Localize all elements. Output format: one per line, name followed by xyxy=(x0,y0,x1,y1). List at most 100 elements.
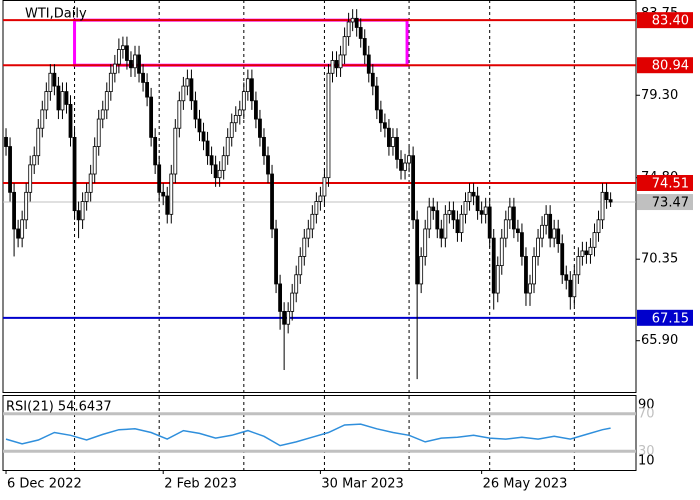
level-label: 83.40 xyxy=(652,14,689,29)
candle-body xyxy=(266,155,270,175)
candle-body xyxy=(516,228,520,234)
level-label-box xyxy=(637,57,693,74)
candle-body xyxy=(112,63,117,74)
y-tick-label: 65.90 xyxy=(641,333,678,348)
candle-body xyxy=(177,100,182,129)
candle-body xyxy=(233,115,238,124)
candle-body xyxy=(588,246,593,256)
candle-body xyxy=(270,173,274,230)
candle-body xyxy=(548,213,553,239)
y-tick-label: 70 xyxy=(638,406,655,421)
candle-body xyxy=(56,85,61,111)
candle-body xyxy=(600,191,605,221)
y-tick-label: 10 xyxy=(638,454,655,469)
candle-body xyxy=(499,237,504,267)
candle-body xyxy=(427,206,432,230)
candle-body xyxy=(165,195,170,215)
candle-body xyxy=(495,265,500,294)
candle-body xyxy=(60,91,65,111)
x-tick-label: 30 Mar 2023 xyxy=(321,477,403,492)
x-tick-label: 6 Dec 2022 xyxy=(7,477,82,492)
candle-body xyxy=(225,136,230,157)
candle-body xyxy=(592,232,597,248)
candle-body xyxy=(161,191,166,197)
candle-body xyxy=(133,54,137,69)
candle-body xyxy=(419,256,424,285)
candle-body xyxy=(302,237,307,257)
level-label: 74.51 xyxy=(652,176,689,191)
candle-body xyxy=(447,210,452,215)
candle-body xyxy=(415,219,420,285)
candle-body xyxy=(278,283,283,312)
candle-body xyxy=(24,191,29,221)
candle-body xyxy=(528,283,532,294)
candle-body xyxy=(80,201,85,221)
candle-body xyxy=(36,127,41,157)
candle-body xyxy=(443,213,448,239)
candle-body xyxy=(40,109,45,129)
candle-body xyxy=(580,250,585,257)
candle-body xyxy=(395,136,399,160)
candle-body xyxy=(153,136,158,166)
y-tick-label: 79.30 xyxy=(641,88,678,103)
candle-body xyxy=(157,164,162,193)
candle-body xyxy=(76,210,81,221)
candle-body xyxy=(306,228,311,239)
candle-body xyxy=(391,136,395,147)
candle-body xyxy=(108,72,113,92)
rsi-line xyxy=(5,423,611,447)
candle-body xyxy=(560,243,565,276)
candle-body xyxy=(459,213,464,234)
level-label: 80.94 xyxy=(652,59,689,74)
candle-body xyxy=(382,122,387,129)
candle-body xyxy=(556,228,561,245)
candle-body xyxy=(411,155,416,221)
candle-body xyxy=(100,109,105,120)
candle-body xyxy=(330,60,335,74)
y-tick-label: 90 xyxy=(638,398,655,413)
candle-body xyxy=(274,228,278,285)
candle-body xyxy=(20,219,25,239)
y-tick-label: 30 xyxy=(638,444,655,459)
candle-body xyxy=(229,122,234,138)
candle-body xyxy=(205,140,210,157)
candle-body xyxy=(366,54,371,74)
candle-body xyxy=(125,45,129,61)
candle-body xyxy=(104,91,109,111)
candle-body xyxy=(370,72,375,87)
candle-body xyxy=(193,100,198,120)
level-label-box xyxy=(637,12,693,29)
candle-body xyxy=(608,199,613,203)
candle-body xyxy=(552,228,557,239)
candle-body xyxy=(540,224,544,239)
candle-body xyxy=(374,85,379,111)
candle-body xyxy=(96,118,101,147)
candle-body xyxy=(209,155,214,166)
candle-body xyxy=(491,237,496,294)
candle-body xyxy=(423,228,428,257)
candle-body xyxy=(536,237,540,257)
candle-body xyxy=(358,27,363,39)
rsi-frame xyxy=(2,395,637,471)
candle-body xyxy=(12,191,16,230)
candle-body xyxy=(314,201,319,215)
candle-body xyxy=(439,228,444,239)
candle-body xyxy=(322,177,327,197)
candle-body xyxy=(463,201,468,215)
candle-body xyxy=(467,191,472,202)
candle-body xyxy=(346,21,351,38)
candle-body xyxy=(181,85,186,102)
level-label: 67.15 xyxy=(652,311,689,326)
candle-body xyxy=(350,17,355,23)
candle-body xyxy=(544,213,549,226)
candle-body xyxy=(189,78,194,102)
candle-body xyxy=(237,109,242,116)
candle-body xyxy=(282,311,287,325)
candle-body xyxy=(326,72,331,179)
candle-body xyxy=(129,60,133,69)
candle-body xyxy=(451,210,456,221)
candle-body xyxy=(213,164,218,179)
candle-body xyxy=(435,210,440,230)
candle-body xyxy=(121,45,125,50)
